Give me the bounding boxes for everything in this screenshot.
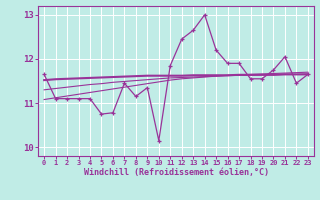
X-axis label: Windchill (Refroidissement éolien,°C): Windchill (Refroidissement éolien,°C) — [84, 168, 268, 177]
